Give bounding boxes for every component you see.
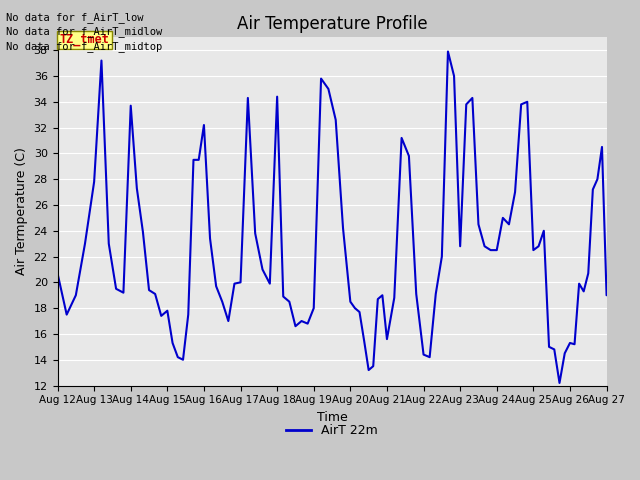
Text: TZ_tmet: TZ_tmet (60, 34, 109, 47)
X-axis label: Time: Time (317, 411, 348, 424)
Text: No data for f_AirT_midlow: No data for f_AirT_midlow (6, 26, 163, 37)
Legend: AirT 22m: AirT 22m (281, 419, 383, 442)
Text: No data for f_AirT_midtop: No data for f_AirT_midtop (6, 41, 163, 52)
Title: Air Temperature Profile: Air Temperature Profile (237, 15, 428, 33)
Y-axis label: Air Termperature (C): Air Termperature (C) (15, 147, 28, 276)
Text: No data for f_AirT_low: No data for f_AirT_low (6, 12, 144, 23)
